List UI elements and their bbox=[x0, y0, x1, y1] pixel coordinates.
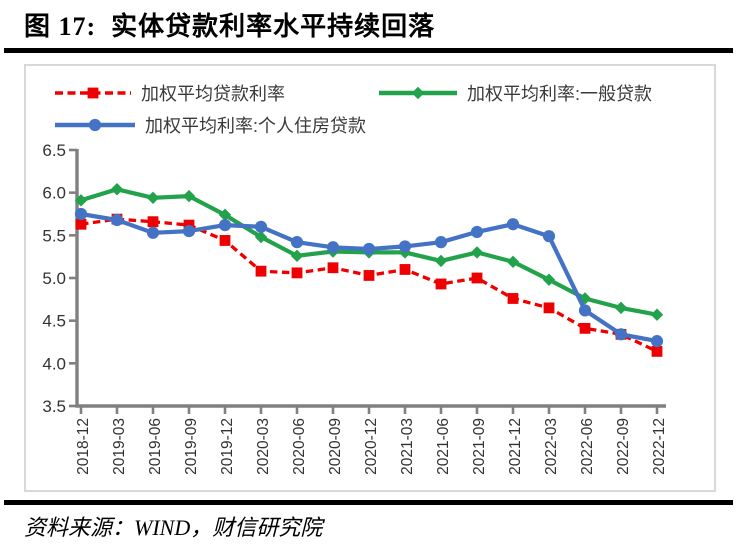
svg-text:2021-06: 2021-06 bbox=[435, 418, 452, 475]
svg-text:2020-06: 2020-06 bbox=[291, 418, 308, 475]
svg-text:2022-09: 2022-09 bbox=[615, 418, 632, 475]
svg-text:2022-03: 2022-03 bbox=[543, 418, 560, 475]
svg-text:2020-09: 2020-09 bbox=[327, 418, 344, 475]
legend-item-general-loans: 加权平均利率:一般贷款 bbox=[378, 80, 652, 106]
legend-item-personal-housing-loans: 加权平均利率:个人住房贷款 bbox=[54, 112, 366, 138]
svg-text:2020-03: 2020-03 bbox=[255, 418, 272, 475]
svg-text:2019-09: 2019-09 bbox=[183, 418, 200, 475]
svg-text:4.0: 4.0 bbox=[42, 354, 66, 373]
svg-text:2022-06: 2022-06 bbox=[579, 418, 596, 475]
svg-text:2019-06: 2019-06 bbox=[147, 418, 164, 475]
legend-label: 加权平均利率:个人住房贷款 bbox=[145, 116, 366, 136]
axes: 3.5 4.0 4.5 5.0 5.5 6.0 6.5 2018-12 2019-03 2019-… bbox=[42, 142, 668, 475]
svg-text:5.0: 5.0 bbox=[42, 269, 66, 288]
svg-text:6.5: 6.5 bbox=[42, 142, 66, 160]
legend-item-weighted-avg-loan-rate: 加权平均贷款利率 bbox=[54, 80, 285, 106]
line-chart: 3.5 4.0 4.5 5.0 5.5 6.0 6.5 2018-12 2019-03 2019-… bbox=[42, 142, 668, 475]
green-diamond-marker-icon bbox=[379, 86, 457, 100]
red-dashed-square-marker-icon bbox=[55, 87, 131, 99]
svg-text:3.5: 3.5 bbox=[42, 397, 66, 416]
source-divider bbox=[4, 500, 733, 505]
svg-text:2022-12: 2022-12 bbox=[651, 418, 668, 475]
legend-label: 加权平均利率:一般贷款 bbox=[467, 84, 652, 104]
svg-text:2019-12: 2019-12 bbox=[219, 418, 236, 475]
svg-text:2021-03: 2021-03 bbox=[399, 418, 416, 475]
series-2 bbox=[74, 207, 664, 348]
title-divider bbox=[4, 48, 733, 53]
svg-text:2020-12: 2020-12 bbox=[363, 418, 380, 475]
svg-text:2021-09: 2021-09 bbox=[471, 418, 488, 475]
figure-title: 图 17: 实体贷款利率水平持续回落 bbox=[24, 12, 436, 41]
svg-text:2021-12: 2021-12 bbox=[507, 418, 524, 475]
svg-text:2019-03: 2019-03 bbox=[111, 418, 128, 475]
blue-circle-marker-icon bbox=[55, 118, 135, 132]
legend-label: 加权平均贷款利率 bbox=[141, 84, 285, 104]
svg-text:5.5: 5.5 bbox=[42, 226, 66, 245]
svg-text:4.5: 4.5 bbox=[42, 312, 66, 331]
svg-text:2018-12: 2018-12 bbox=[75, 418, 92, 475]
chart-panel: 加权平均贷款利率 加权平均利率:一般贷款 加权平均利率:个人住房贷款 3.5 4.… bbox=[24, 64, 716, 492]
svg-text:6.0: 6.0 bbox=[42, 184, 66, 203]
source-note: 资料来源：WIND，财信研究院 bbox=[24, 515, 323, 540]
